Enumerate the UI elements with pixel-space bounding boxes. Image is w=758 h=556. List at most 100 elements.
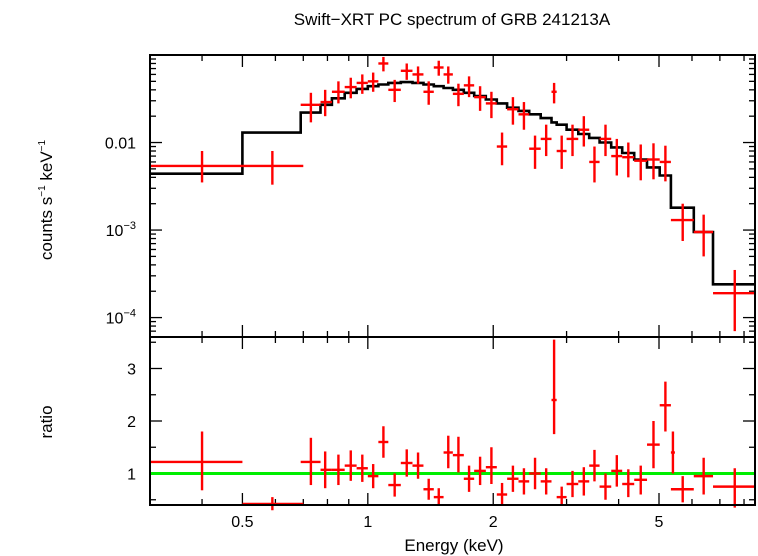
ratio-point	[242, 497, 304, 511]
spectrum-axis-ticks	[149, 54, 755, 338]
ratio-point	[474, 456, 486, 486]
data-point	[518, 102, 530, 130]
ratio-point	[566, 470, 579, 498]
data-point	[659, 145, 671, 182]
data-point	[320, 89, 332, 117]
ratio-point	[443, 435, 453, 469]
y-tick-label: 10−3	[106, 220, 136, 240]
ratio-point	[367, 464, 379, 489]
model-curve	[150, 80, 755, 286]
data-point	[300, 92, 321, 123]
ratio-point	[412, 452, 424, 479]
data-point	[485, 91, 497, 119]
ratio-data-points	[150, 339, 755, 511]
ratio-point	[589, 449, 600, 482]
data-point	[589, 146, 600, 183]
y-tick-label: 0.01	[105, 136, 136, 153]
model-step-line	[150, 80, 755, 286]
data-point	[670, 203, 694, 241]
ratio-point	[423, 478, 434, 500]
data-point	[356, 74, 368, 94]
data-point	[378, 56, 389, 72]
ratio-point	[331, 454, 345, 486]
ratio-plot-frame	[149, 336, 756, 506]
ratio-point	[356, 454, 368, 482]
data-point	[463, 76, 475, 98]
ratio-point	[529, 457, 541, 490]
ratio-point	[400, 449, 413, 477]
data-point	[388, 79, 401, 103]
ratio-panel: 1 2 3 0.5 1 2 5	[127, 336, 756, 531]
ratio-point	[599, 473, 612, 500]
ratio-point	[713, 468, 755, 508]
data-point	[242, 151, 304, 185]
data-point	[713, 269, 755, 332]
ratio-point	[659, 381, 671, 432]
ratio-point	[622, 469, 635, 498]
x-tick-labels: 0.5 1 2 5	[231, 514, 663, 531]
data-point	[474, 86, 486, 111]
ratio-y-tick-label: 3	[127, 362, 136, 379]
ratio-point	[540, 468, 552, 495]
data-point	[443, 66, 453, 84]
ratio-point	[485, 447, 497, 484]
x-axis-label: Energy (keV)	[404, 536, 503, 555]
ratio-point	[320, 451, 332, 489]
spectrum-y-tick-labels: 0.01 10−3 10−4	[105, 136, 136, 328]
ratio-point	[344, 450, 357, 481]
spectrum-panel: 0.01 10−3 10−4	[105, 54, 756, 338]
spectrum-data-points	[150, 56, 755, 332]
x-tick-label: 0.5	[231, 514, 253, 531]
data-point	[566, 124, 579, 157]
data-point	[452, 83, 464, 107]
y-tick-label: 10−4	[106, 308, 136, 328]
ratio-point	[611, 455, 623, 487]
spectrum-y-axis-label: counts s−1 keV−1	[37, 139, 56, 260]
data-point	[647, 143, 660, 180]
chart-title: Swift−XRT PC spectrum of GRB 241213A	[294, 10, 611, 29]
ratio-y-axis-label: ratio	[37, 405, 56, 438]
ratio-point	[496, 482, 508, 505]
ratio-point	[300, 437, 321, 486]
ratio-point	[551, 339, 557, 435]
ratio-point	[518, 468, 530, 495]
ratio-point	[693, 457, 714, 495]
x-tick-label: 2	[489, 514, 498, 531]
x-tick-label: 5	[655, 514, 664, 531]
x-tick-label: 1	[363, 514, 372, 531]
data-point	[507, 97, 519, 125]
data-point	[693, 214, 714, 257]
ratio-y-tick-label: 2	[127, 414, 136, 431]
data-point	[412, 66, 424, 84]
ratio-point	[507, 465, 519, 492]
data-point	[540, 124, 552, 157]
ratio-point	[670, 431, 675, 474]
ratio-point	[378, 426, 389, 458]
ratio-point	[388, 473, 401, 497]
data-point	[496, 132, 508, 166]
ratio-point	[578, 467, 590, 496]
ratio-point	[463, 465, 475, 492]
data-point	[556, 135, 567, 169]
data-point	[150, 151, 243, 183]
data-point	[344, 77, 357, 99]
data-point	[433, 60, 444, 76]
ratio-point	[634, 465, 648, 495]
data-point	[622, 142, 635, 178]
data-point	[578, 116, 590, 147]
data-point	[331, 81, 345, 104]
ratio-point	[150, 431, 243, 491]
data-point	[423, 81, 434, 105]
data-point	[599, 124, 612, 157]
data-point	[611, 138, 623, 176]
ratio-y-tick-labels: 1 2 3	[127, 362, 136, 484]
ratio-point	[452, 436, 464, 473]
data-point	[634, 144, 648, 181]
ratio-point	[433, 488, 444, 505]
data-point	[529, 135, 541, 169]
data-point	[400, 63, 413, 80]
ratio-point	[647, 421, 660, 469]
data-point	[551, 82, 557, 104]
ratio-point	[556, 486, 567, 505]
